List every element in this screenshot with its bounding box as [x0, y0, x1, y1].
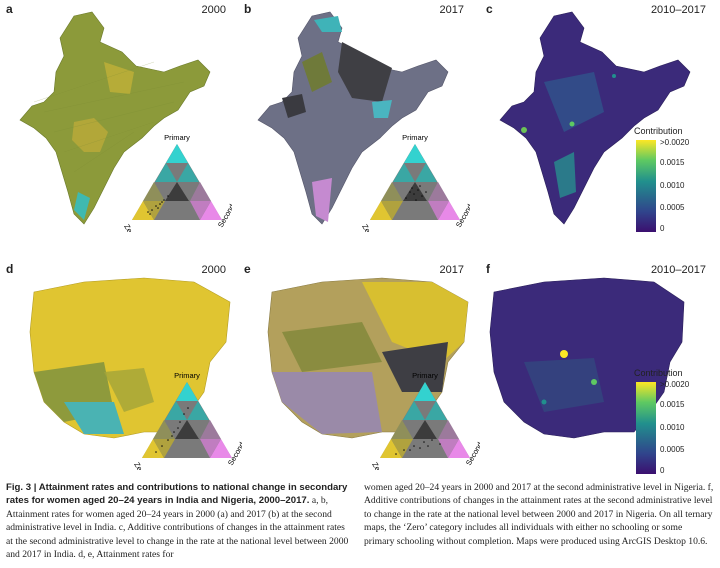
legend-india: Contribution >0.0020 0.0015 0.0010 0.000… [634, 126, 714, 238]
panel-year: 2000 [201, 4, 226, 16]
india-map-2017 [257, 11, 449, 225]
panel-f: f 2010–2017 Contribution >0.0020 0.0015 … [484, 262, 720, 494]
figure-caption-col1: Fig. 3 | Attainment rates and contributi… [6, 481, 352, 561]
panel-label: e [244, 262, 251, 276]
ternary-triangle [142, 382, 232, 458]
panel-label: a [6, 2, 13, 16]
legend-tick: 0 [660, 466, 665, 475]
ternary-triangle [132, 144, 222, 220]
ternary-legend-a: Primary Zero Second [122, 133, 232, 233]
ternary-triangle [370, 144, 460, 220]
panel-label: c [486, 2, 493, 16]
panel-label: d [6, 262, 14, 276]
ternary-legend-b: Primary Zero Second [360, 133, 470, 233]
india-map-2000 [19, 11, 211, 225]
legend-tick: 0 [660, 224, 665, 233]
ternary-legend-e: Primary Zero Second [370, 371, 480, 471]
panel-label: b [244, 2, 252, 16]
panel-year: 2017 [439, 264, 464, 276]
panel-a: a 2000 [4, 2, 240, 234]
caption-heading: Fig. 3 | Attainment rates and contributi… [6, 482, 348, 507]
panel-year: 2000 [201, 264, 226, 276]
ternary-left-label: Zero [360, 223, 376, 233]
legend-colorbar [636, 382, 656, 474]
panel-year: 2017 [439, 4, 464, 16]
legend-tick: 0.0005 [660, 203, 685, 212]
legend-tick: 0.0005 [660, 445, 685, 454]
panel-label: f [486, 262, 490, 276]
legend-tick: >0.0020 [660, 138, 690, 147]
legend-tick: 0.0010 [660, 423, 685, 432]
ternary-top-label: Primary [412, 371, 438, 380]
caption-text: a, b, Attainment rates for women aged 20… [6, 495, 349, 561]
legend-tick: 0.0015 [660, 400, 685, 409]
panel-year: 2010–2017 [650, 264, 706, 276]
ternary-left-label: Zero [132, 461, 148, 471]
ternary-legend-d: Primary Zero Second [132, 371, 242, 471]
panel-c: c 2010–2017 Contribution >0.0020 0.0015 … [484, 2, 720, 234]
legend-colorbar [636, 140, 656, 232]
nigeria-contribution-map [489, 277, 685, 439]
legend-nigeria: Contribution >0.0020 0.0015 0.0010 0.000… [634, 368, 714, 480]
legend-tick: 0.0010 [660, 181, 685, 190]
ternary-top-label: Primary [402, 133, 428, 142]
india-contribution-map [499, 11, 691, 225]
legend-tick: >0.0020 [660, 380, 690, 389]
panel-b: b 2017 [242, 2, 478, 234]
panel-year: 2010–2017 [650, 4, 706, 16]
legend-title: Contribution [634, 126, 683, 136]
ternary-left-label: Zero [122, 223, 138, 233]
legend-tick: 0.0015 [660, 158, 685, 167]
ternary-left-label: Zero [370, 461, 386, 471]
legend-title: Contribution [634, 368, 683, 378]
ternary-top-label: Primary [174, 371, 200, 380]
ternary-triangle [380, 382, 470, 458]
figure-caption-col2: women aged 20–24 years in 2000 and 2017 … [364, 481, 714, 548]
caption-text: women aged 20–24 years in 2000 and 2017 … [364, 482, 714, 547]
ternary-top-label: Primary [164, 133, 190, 142]
